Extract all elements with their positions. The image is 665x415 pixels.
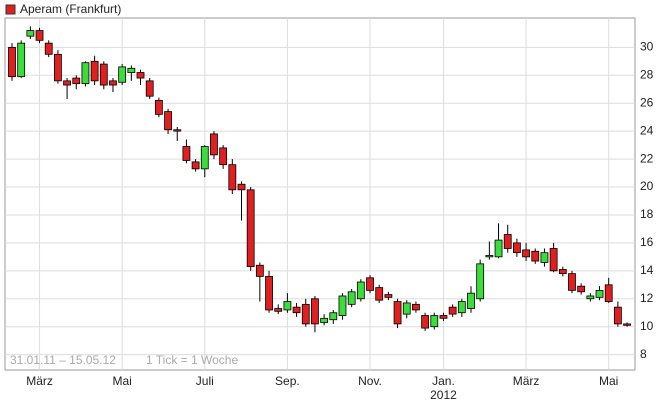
candle-body [200,146,209,170]
candle-body [549,248,558,272]
candle-body [164,111,172,131]
candle-body [513,242,521,254]
candle-body [393,301,402,325]
x-tick-label: Juli [196,374,214,388]
candle-body [265,276,273,311]
y-tick-label: 20 [640,179,654,193]
candle-body [182,146,191,161]
candle-body [402,302,411,315]
x-tick-label: März [26,374,53,388]
candle-body [145,80,154,97]
candle-body [613,306,622,325]
candle-body [439,315,448,319]
candle-body [320,317,329,323]
candle-body [35,30,44,41]
candle-body [430,315,439,328]
candle-body [522,249,530,258]
candle-body [467,292,475,309]
year-label: 2012 [430,388,457,402]
candle-body [623,323,631,326]
candle-body [283,301,292,311]
x-tick-label: Sep. [275,374,300,388]
y-tick-label: 12 [640,291,654,305]
legend-label: Aperam (Frankfurt) [20,2,121,16]
candle-body [228,164,237,191]
candle-body [540,252,549,263]
candle-body [503,234,512,249]
x-tick-label: Mai [599,374,618,388]
y-tick-label: 26 [640,95,654,109]
range-label: 31.01.11 – 15.05.12 [10,353,116,367]
candle-body [329,312,338,321]
y-tick-label: 30 [640,40,654,54]
candle-body [154,100,163,115]
y-tick-label: 14 [640,263,654,277]
y-tick-label: 22 [640,151,654,165]
y-tick-label: 18 [640,207,654,221]
candle-body [356,281,365,300]
candle-body [90,60,99,82]
candle-body [255,264,264,277]
candle-body [595,289,604,298]
candle-body [99,63,108,86]
y-tick-label: 28 [640,67,654,81]
candle-body [191,161,200,170]
candle-body [246,189,255,268]
candle-body [476,263,485,300]
candle-body [237,183,246,191]
candle-body [54,53,62,82]
candle-body [17,42,26,78]
candle-body [577,285,586,293]
y-tick-label: 10 [640,319,654,333]
candle-body [366,277,374,291]
candle-body [457,301,466,314]
candle-body [81,62,90,85]
candle-body [109,80,117,86]
legend-swatch [5,4,16,15]
candle-body [338,295,347,316]
candle-body [311,298,319,325]
candle-body [421,315,430,329]
x-tick-label: Nov. [358,374,382,388]
candle-body [118,66,127,83]
x-tick-label: Jan. [432,374,455,388]
candle-body [136,72,145,79]
y-tick-label: 16 [640,235,654,249]
candle-body [531,250,540,262]
plot-area [4,17,636,371]
x-tick-label: März [513,374,540,388]
candle-body [26,30,35,37]
x-tick-label: Mai [112,374,131,388]
candle-body [347,291,356,305]
candle-body [210,133,218,156]
y-tick-label: 8 [640,347,647,361]
y-tick-label: 24 [640,123,654,137]
candle-body [8,46,16,78]
candle-body [568,273,576,291]
candle-body [301,303,310,325]
candle-body [448,306,457,315]
candle-body [604,284,613,302]
candle-body [173,129,182,132]
candle-body [485,255,494,258]
candle-body [72,77,81,85]
candle-body [63,80,71,86]
candle-body [219,147,228,166]
candle-body [384,294,393,298]
candle-body [375,287,384,301]
tick-label: 1 Tick = 1 Woche [146,353,238,367]
candle-body [494,239,503,258]
candle-body [292,306,301,314]
candle-body [274,308,283,312]
candle-body [412,303,420,311]
candle-body [586,295,595,300]
candle-body [44,42,53,55]
candle-body [558,269,567,275]
candle-body [127,67,136,73]
